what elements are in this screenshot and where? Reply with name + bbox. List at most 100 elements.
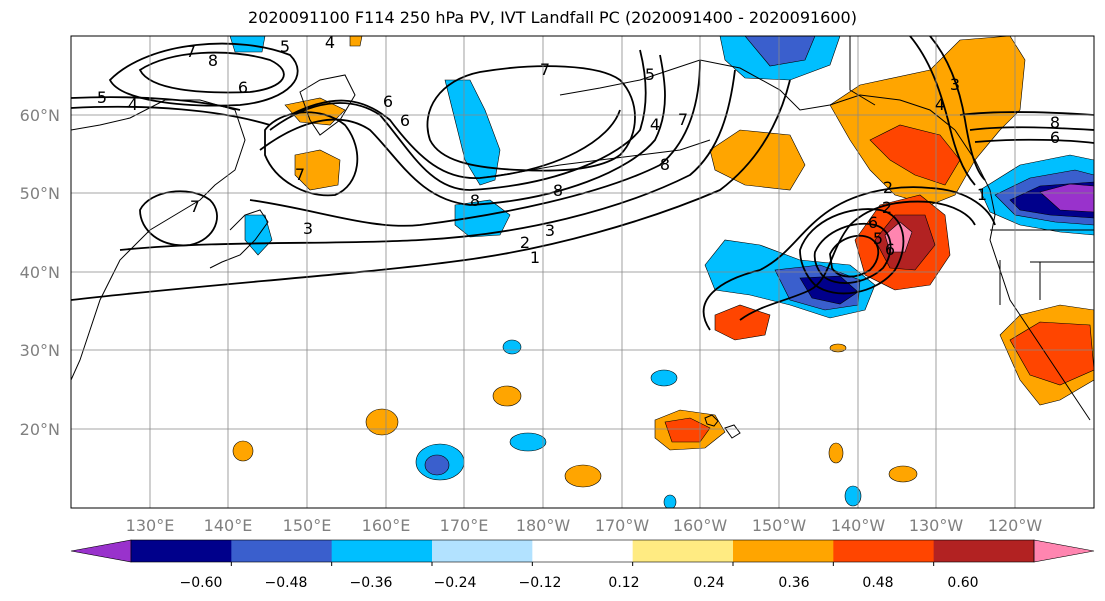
lat-label: 50°N [20, 184, 60, 203]
colorbar [70, 539, 1095, 566]
shade-positive-18n-140e [232, 440, 254, 462]
contour-label: 5 [97, 88, 107, 107]
contour-label: 2 [882, 198, 892, 217]
lon-label: 130°W [909, 516, 964, 535]
shade-positive-tropic-3 [564, 464, 602, 488]
lon-label: 180°W [516, 516, 571, 535]
lat-label: 60°N [20, 106, 60, 125]
contour-label: 8 [1050, 113, 1060, 132]
colorbar-bin [833, 540, 935, 562]
shade-negative-tropic-10 [663, 494, 677, 508]
contour-label: 6 [868, 213, 878, 232]
contour-label: 4 [650, 115, 660, 134]
lon-label: 170°E [440, 516, 489, 535]
colorbar-bin [933, 540, 1035, 562]
lon-label: 160°E [362, 516, 411, 535]
shade-positive-coast-red [869, 124, 961, 186]
contour-label: 6 [1050, 128, 1060, 147]
colorbar-bin [231, 540, 333, 562]
lat-label: 40°N [20, 263, 60, 282]
shade-positive-kuril [294, 149, 341, 191]
colorbar-extend-low [70, 539, 132, 563]
contour-label: 8 [470, 191, 480, 210]
contour-label: 5 [280, 37, 290, 56]
lon-label: 150°W [752, 516, 807, 535]
contour-ridge-1 [71, 79, 791, 301]
contour-label: 4 [935, 95, 945, 114]
colorbar-tick-label: 0.48 [862, 575, 893, 591]
colorbar-tick-label: −0.24 [434, 575, 477, 591]
contour-trough-closed-2 [813, 222, 892, 284]
map-frame [70, 35, 1095, 509]
coast-japan [209, 209, 269, 269]
colorbar-bin [131, 540, 232, 562]
contour-east-6 [969, 126, 1094, 131]
contour-ridge-6 [289, 99, 621, 179]
colorbar-tick-label: −0.48 [265, 575, 308, 591]
shade-negative-tropic-9 [844, 485, 862, 507]
contour-kamchatka-closed [264, 111, 359, 197]
lat-labels: 60°N 50°N 40°N 30°N 20°N [20, 106, 60, 439]
contour-east-5 [959, 111, 1094, 116]
coast-alaska [559, 59, 956, 131]
shade-positive-tropic-4 [492, 385, 522, 407]
shade-positive-hawaii-red [664, 417, 711, 443]
border-alaska-canada [849, 36, 876, 106]
contour-west-5 [71, 96, 241, 111]
contour-label: 5 [645, 65, 655, 84]
shade-negative-bc-purple [1039, 183, 1094, 213]
contour-label: 6 [885, 240, 895, 259]
contour-asia-closed [139, 190, 218, 247]
contour-label: 3 [303, 219, 313, 238]
contour-label: 8 [660, 155, 670, 174]
colorbar-bin [331, 540, 433, 562]
contour-label: 7 [295, 165, 305, 184]
lon-label: 150°E [283, 516, 332, 535]
shade-positive-tropic-11 [829, 343, 847, 353]
shade-positive-tropic-8 [888, 465, 918, 483]
shade-positive-kamchatka [284, 97, 346, 126]
colorbar-bin [632, 540, 734, 562]
contour-east-4 [909, 36, 976, 186]
contour-label: 7 [678, 110, 688, 129]
colorbar-bin [733, 540, 834, 562]
colorbar-bin [432, 540, 533, 562]
contour-label: 2 [520, 233, 530, 252]
contour-label: 3 [545, 221, 555, 240]
shade-negative-tropic-6 [650, 369, 678, 387]
lon-label: 140°W [831, 516, 886, 535]
shade-negative-tropic-1-core [424, 454, 450, 476]
contour-ridge-2 [119, 69, 736, 251]
lat-label: 30°N [20, 341, 60, 360]
colorbar-tick-label: 0.24 [693, 575, 724, 591]
lat-label: 20°N [20, 420, 60, 439]
lon-label: 140°E [204, 516, 253, 535]
contour-label: 1 [977, 185, 987, 204]
contour-east-3 [929, 36, 986, 181]
contour-label: 8 [208, 51, 218, 70]
contour-label: 3 [950, 75, 960, 94]
contour-label: 7 [186, 42, 196, 61]
contour-label: 5 [873, 229, 883, 248]
shade-positive-siberia [349, 36, 363, 47]
contour-label: 6 [238, 78, 248, 97]
colorbar-tick-label: 0.36 [778, 575, 809, 591]
shade-negative-tropic-5 [502, 339, 522, 355]
contour-label: 7 [190, 197, 200, 216]
shade-positive-tropic-7 [828, 442, 844, 464]
contour-west-4 [71, 105, 271, 126]
contour-trough-closed-3 [829, 234, 880, 278]
shade-negative-tropic-2 [509, 432, 547, 452]
colorbar-tick-label: 0.12 [608, 575, 639, 591]
colorbar-tick-label: −0.60 [180, 575, 223, 591]
lon-label: 130°E [126, 516, 175, 535]
gridlines [71, 36, 1094, 508]
lon-label: 170°W [595, 516, 650, 535]
colorbar-tick-label: 0.60 [947, 575, 978, 591]
colorbar-tick-label: −0.12 [519, 575, 562, 591]
shade-negative-alaska-blue [744, 36, 816, 67]
contour-top-loop [426, 65, 636, 172]
shade-negative-north-pacific [454, 199, 511, 238]
colorbar-outline [130, 539, 1035, 563]
